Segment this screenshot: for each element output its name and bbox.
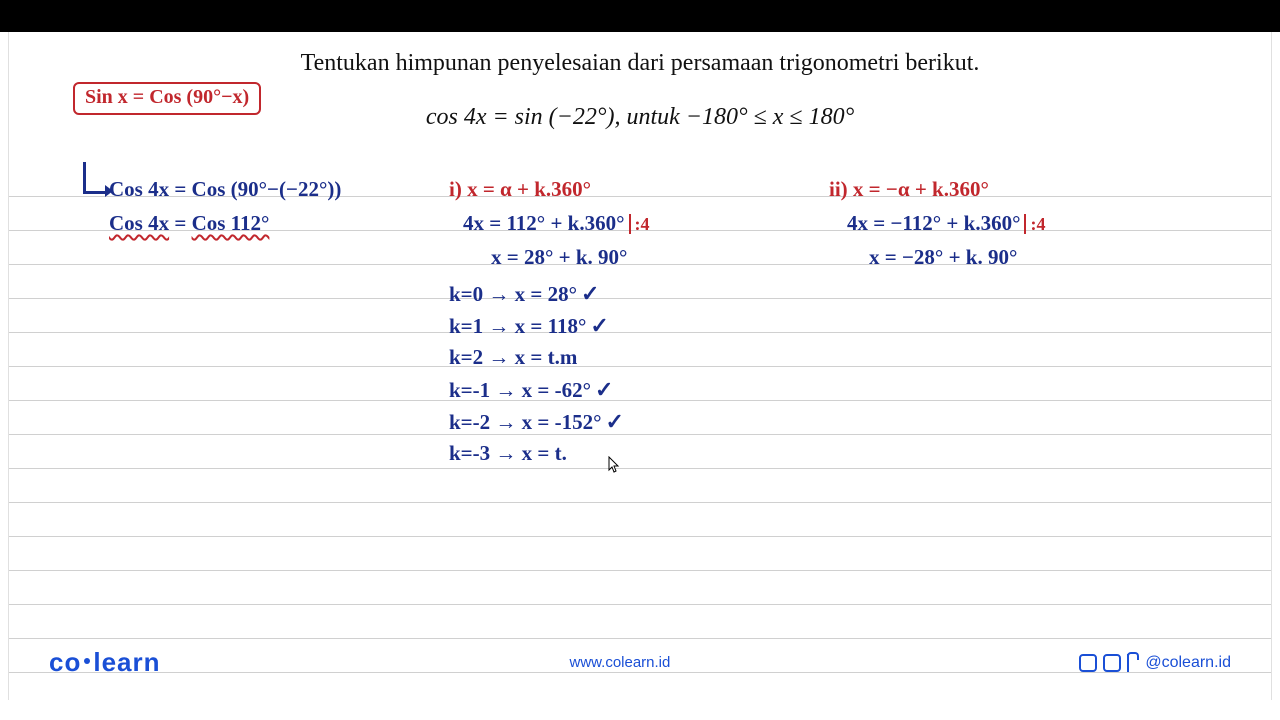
case1-k2-label: k=2 → x = t.m xyxy=(449,345,577,369)
case2-divnote: :4 xyxy=(1024,214,1045,234)
case1-km1: k=-1 → x = -62°✓ xyxy=(449,374,613,406)
case1-step1-text: 4x = 112° + k.360° xyxy=(463,211,625,235)
case1-header: i) x = α + k.360° xyxy=(449,174,591,204)
paper-area: Tentukan himpunan penyelesaian dari pers… xyxy=(8,32,1272,700)
work-line-1: Cos 4x = Cos (90°−(−22°)) xyxy=(109,174,341,204)
lhs-underlined: Cos 4x xyxy=(109,211,169,235)
instagram-icon xyxy=(1103,654,1121,672)
case1-step2: x = 28° + k. 90° xyxy=(491,242,627,272)
footer-handle: @colearn.id xyxy=(1145,654,1231,672)
case1-k0-label: k=0 → x = 28° xyxy=(449,282,577,306)
footer-social: @colearn.id xyxy=(1079,654,1231,672)
case1-km1-label: k=-1 → x = -62° xyxy=(449,378,591,402)
case1-km2: k=-2 → x = -152°✓ xyxy=(449,406,624,438)
case2-step1: 4x = −112° + k.360°:4 xyxy=(847,208,1045,238)
eq-sign: = xyxy=(169,211,191,235)
work-line-2: Cos 4x = Cos 112° xyxy=(109,208,269,238)
rhs-underlined: Cos 112° xyxy=(192,211,270,235)
identity-box: Sin x = Cos (90°−x) xyxy=(73,82,261,115)
case2-step1-text: 4x = −112° + k.360° xyxy=(847,211,1020,235)
check-icon: ✓ xyxy=(595,377,613,402)
case1-km3-label: k=-3 → x = t. xyxy=(449,441,567,465)
facebook-icon xyxy=(1079,654,1097,672)
case1-k0: k=0 → x = 28°✓ xyxy=(449,278,599,310)
footer: colearn www.colearn.id @colearn.id xyxy=(49,647,1231,678)
derive-arrow-icon xyxy=(83,162,107,194)
check-icon: ✓ xyxy=(590,313,608,338)
case1-k2: k=2 → x = t.m xyxy=(449,342,577,372)
mouse-cursor-icon xyxy=(607,456,621,474)
tiktok-icon xyxy=(1127,654,1139,672)
question-prompt: Tentukan himpunan penyelesaian dari pers… xyxy=(9,50,1271,77)
video-topbar xyxy=(0,0,1280,32)
case2-header: ii) x = −α + k.360° xyxy=(829,174,989,204)
brand-logo: colearn xyxy=(49,647,161,678)
footer-url: www.colearn.id xyxy=(569,654,670,671)
case1-km3: k=-3 → x = t. xyxy=(449,438,567,468)
check-icon: ✓ xyxy=(581,281,599,306)
check-icon: ✓ xyxy=(606,409,624,434)
case2-step2: x = −28° + k. 90° xyxy=(869,242,1017,272)
case1-km2-label: k=-2 → x = -152° xyxy=(449,410,602,434)
case1-divnote: :4 xyxy=(629,214,650,234)
case1-k1-label: k=1 → x = 118° xyxy=(449,314,586,338)
case1-k1: k=1 → x = 118°✓ xyxy=(449,310,609,342)
case1-step1: 4x = 112° + k.360°:4 xyxy=(463,208,650,238)
